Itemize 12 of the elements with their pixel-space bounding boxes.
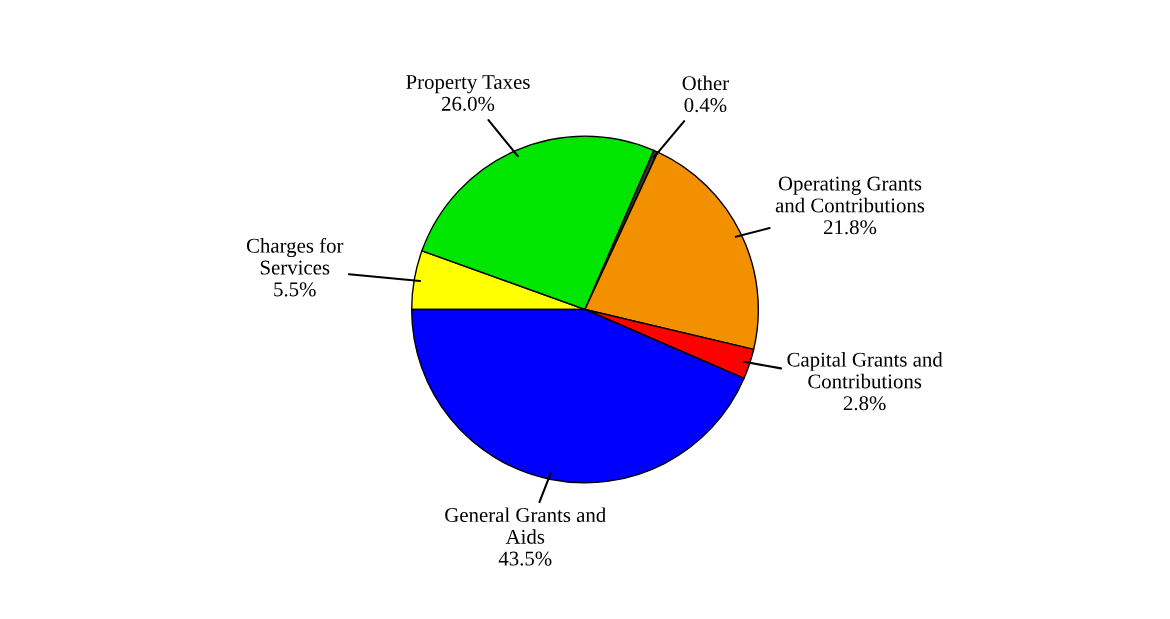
- data-label: 43.5%: [498, 551, 552, 566]
- data-label: 5.5%: [274, 282, 316, 297]
- slice-label: Operating Grants and Contributions: [775, 176, 925, 213]
- slice-label: General Grants and Aids: [445, 507, 606, 544]
- slice-label: Other: [682, 75, 729, 91]
- data-label: 2.8%: [843, 396, 886, 411]
- slice-label: Charges for Services: [246, 237, 344, 275]
- data-label: 26.0%: [441, 96, 495, 111]
- data-label: 0.4%: [684, 97, 727, 113]
- slice-label: Property Taxes: [406, 75, 530, 94]
- slice-label: Capital Grants and Contributions: [787, 351, 943, 389]
- data-label: 21.8%: [824, 220, 877, 235]
